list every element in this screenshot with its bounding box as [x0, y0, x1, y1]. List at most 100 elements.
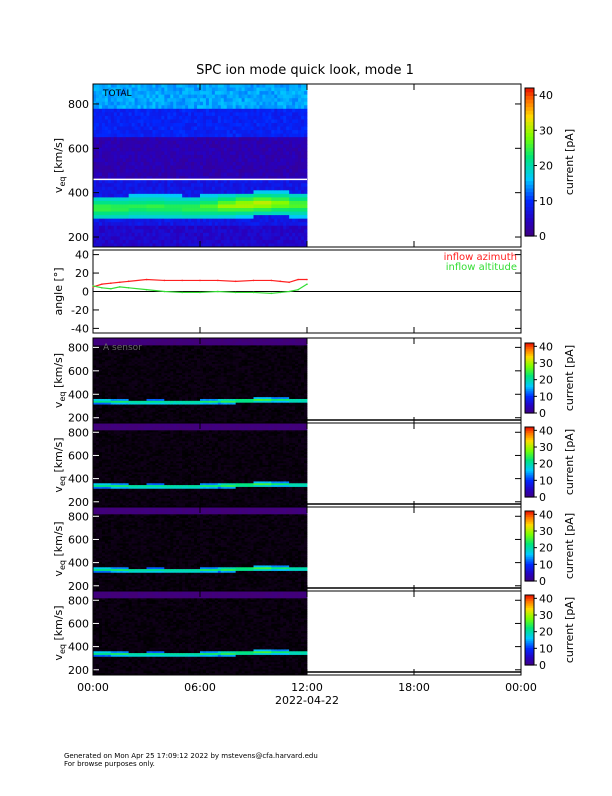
panel-total-cell [108, 119, 111, 123]
panel-total-cell [114, 236, 117, 240]
panel-total-cell [259, 226, 262, 230]
panel-total-cell [155, 194, 158, 198]
panel-total-cell [111, 130, 114, 134]
panel-total-cell [286, 187, 289, 191]
panel-total-cell [179, 134, 182, 138]
panel-total-cell [194, 194, 197, 198]
panel-total-cell [126, 190, 129, 194]
panel-total-cell [167, 137, 170, 141]
panel-total-cell [292, 158, 295, 162]
panel-total-cell [108, 148, 111, 152]
panel-total-cell [141, 240, 144, 244]
panel-total-cell [111, 109, 114, 113]
panel-total-cell [129, 102, 132, 106]
panel-total-cell [245, 222, 248, 226]
panel-total-cell [230, 162, 233, 166]
panel-total-cell [93, 119, 96, 123]
panel-total-cell [182, 233, 185, 237]
panel-total-cell [164, 215, 167, 219]
panel-total-cell [271, 173, 274, 177]
panel-total-cell [274, 215, 277, 219]
panel-total-cell [280, 141, 283, 145]
panel-total-cell [185, 112, 188, 116]
panel-total-cell [114, 204, 117, 208]
panel-total-cell [108, 169, 111, 173]
panel-total-cell [191, 141, 194, 145]
panel-total-cell [197, 155, 200, 159]
panel-total-cell [155, 151, 158, 155]
panel-total-cell [152, 98, 155, 102]
panel-total-cell [129, 119, 132, 123]
panel-total-cell [298, 95, 301, 99]
panel-total-cell [271, 91, 274, 95]
panel-total-cell [251, 112, 254, 116]
panel-total-cell [102, 130, 105, 134]
panel-angle-ytick-label: -20 [71, 304, 89, 317]
panel-total-cell [164, 162, 167, 166]
panel-total-cell [93, 88, 96, 92]
panel-total-cell [233, 98, 236, 102]
panel-total-cell [236, 102, 239, 106]
panel-total-cell [218, 180, 221, 184]
panel-total-cell [135, 123, 138, 127]
panel-total-cell [280, 155, 283, 159]
panel-total-cell [289, 201, 292, 205]
panel-total-cell [99, 155, 102, 159]
panel-total-cell [242, 222, 245, 226]
panel-total-cell [191, 180, 194, 184]
panel-total-cell [239, 102, 242, 106]
panel-total-cell [254, 222, 257, 226]
panel-total-cell [96, 116, 99, 120]
panel-total-cell [197, 109, 200, 113]
panel-total-cell [144, 173, 147, 177]
panel-total-cell [188, 219, 191, 223]
panel-total-cell [259, 201, 262, 205]
panel-total-cell [292, 134, 295, 138]
panel-total-cell [102, 84, 105, 88]
panel-total-cell [158, 226, 161, 230]
panel-total-cell [277, 236, 280, 240]
panel-total-cell [108, 222, 111, 226]
panel-total-cell [286, 127, 289, 131]
panel-total-cell [111, 84, 114, 88]
panel-total-cell [152, 240, 155, 244]
panel-total-cell [254, 105, 257, 109]
panel-total-cell [248, 112, 251, 116]
panel-total-cell [182, 155, 185, 159]
panel-total-cell [138, 112, 141, 116]
panel-total-cell [271, 95, 274, 99]
panel-total-cell [188, 151, 191, 155]
panel-total-cell [197, 119, 200, 123]
panel-total-cell [236, 166, 239, 170]
panel-total-cell [283, 204, 286, 208]
panel-total-cell [176, 180, 179, 184]
panel-total-cell [239, 151, 242, 155]
panel-total-cell [251, 134, 254, 138]
panel-total-cell [242, 148, 245, 152]
panel-total-cell [304, 116, 307, 120]
panel-total-cell [242, 204, 245, 208]
panel-total-cell [277, 88, 280, 92]
panel-total-cell [212, 208, 215, 212]
panel-total-cell [251, 204, 254, 208]
panel-total-cell [259, 169, 262, 173]
panel-total-cell [185, 119, 188, 123]
panel-total-cell [191, 208, 194, 212]
panel-total-cell [132, 119, 135, 123]
panel-total-cell [268, 134, 271, 138]
panel-total-cell [144, 229, 147, 233]
panel-total-cell [155, 236, 158, 240]
panel-total-cell [135, 95, 138, 99]
panel-total-cell [197, 123, 200, 127]
panel-total-cell [152, 204, 155, 208]
panel-total-cell [96, 155, 99, 159]
panel-total-cell [245, 105, 248, 109]
panel-total-cell [218, 134, 221, 138]
panel-total-cell [188, 112, 191, 116]
panel-total-cell [218, 219, 221, 223]
panel-total-cell [242, 180, 245, 184]
panel-total-cell [185, 173, 188, 177]
panel-total-cell [185, 226, 188, 230]
panel-total-cell [254, 119, 257, 123]
panel-total-cell [259, 212, 262, 216]
